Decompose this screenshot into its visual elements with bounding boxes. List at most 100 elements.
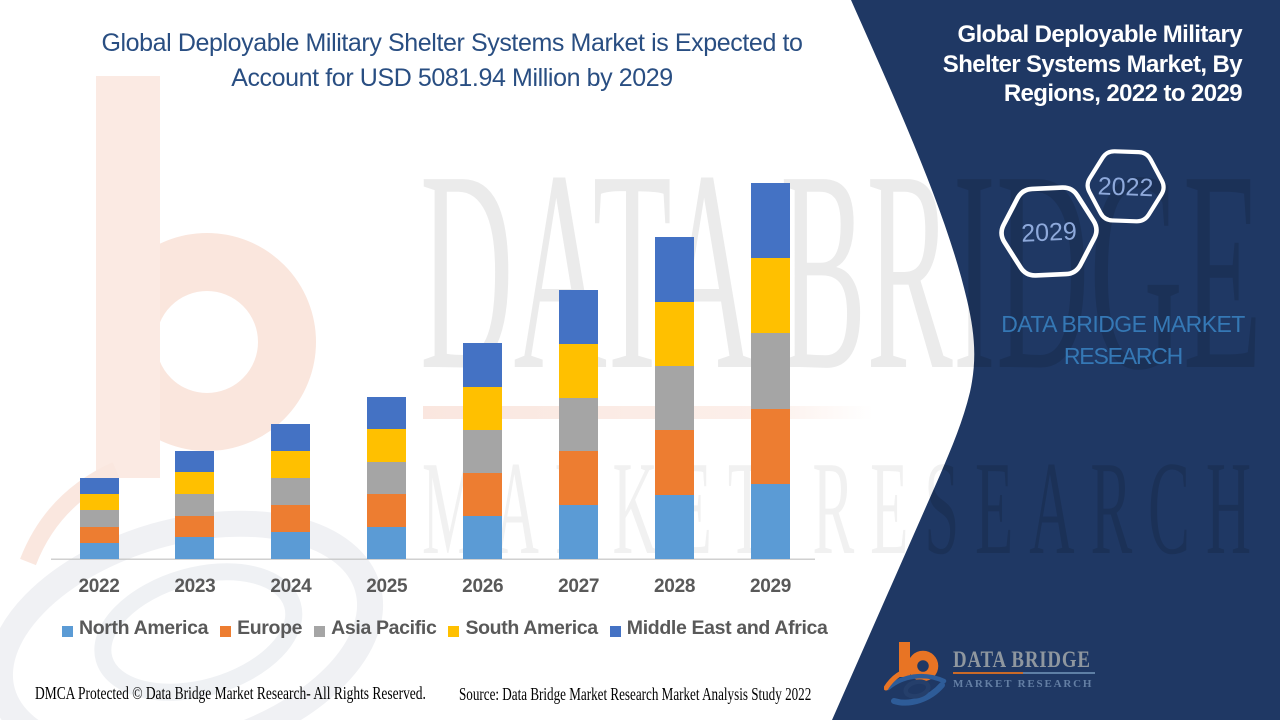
panel-title: Global Deployable Military Shelter Syste… [912, 20, 1243, 109]
bar-segment-2026-asia-pacific [463, 429, 503, 473]
bar-segment-2022-asia-pacific [79, 510, 119, 527]
bar-segment-2025-south-america [367, 429, 407, 462]
bar-segment-2028-north-america [655, 494, 695, 559]
legend-label-middle-east-and-africa: Middle East and Africa [626, 617, 828, 639]
x-axis-label-2029: 2029 [749, 575, 792, 597]
bar-segment-2024-middle-east-and-africa [271, 424, 311, 452]
legend-swatch-south-america [448, 626, 460, 637]
bar-2025 [367, 396, 407, 559]
legend-swatch-europe [220, 626, 232, 637]
x-axis-line [51, 558, 815, 560]
panel-title-line2: Shelter Systems Market, By [942, 50, 1243, 78]
legend-item-europe: Europe [220, 616, 303, 640]
hexagon-2029-label: 2029 [1021, 217, 1078, 247]
panel-title-line3: Regions, 2022 to 2029 [1003, 80, 1243, 107]
bar-segment-2022-north-america [79, 542, 119, 559]
bar-2023 [175, 450, 215, 559]
legend-label-asia-pacific: Asia Pacific [331, 617, 437, 639]
watermark-swirl [0, 510, 384, 720]
legend-item-north-america: North America [62, 616, 208, 640]
legend-item-asia-pacific: Asia Pacific [314, 616, 437, 640]
dbmr-logo-underline-slate [1023, 671, 1095, 674]
bar-segment-2025-europe [367, 494, 407, 527]
brand-wordmark: DATA BRIDGE MARKET RESEARCH [963, 308, 1280, 372]
bar-segment-2026-europe [463, 472, 503, 516]
bar-segment-2029-middle-east-and-africa [751, 182, 790, 259]
bar-segment-2025-north-america [367, 526, 407, 559]
bar-segment-2022-south-america [79, 494, 119, 511]
chart-title-line2: Account for USD 5081.94 Million by 2029 [231, 64, 673, 92]
brand-wordmark-line1: DATA BRIDGE MARKET [1001, 311, 1245, 337]
bar-2022 [79, 477, 119, 559]
bar-segment-2029-europe [751, 408, 790, 484]
bar-segment-2023-asia-pacific [175, 493, 215, 516]
bar-segment-2025-asia-pacific [367, 461, 407, 495]
bar-segment-2023-europe [175, 515, 215, 538]
hexagon-badges: 2029 2022 [999, 149, 1166, 278]
legend-label-north-america: North America [79, 617, 209, 639]
x-axis-label-2025: 2025 [366, 575, 408, 597]
bar-segment-2026-north-america [463, 515, 503, 559]
chart-legend: North America Europe Asia Pacific South Ame… [62, 616, 828, 640]
watermark-b-logo [20, 76, 316, 566]
dbmr-logo-subtitle: MARKET RESEARCH [953, 677, 1094, 690]
bar-segment-2023-middle-east-and-africa [175, 450, 215, 473]
x-axis-label-2022: 2022 [78, 575, 120, 597]
bar-segment-2027-south-america [559, 343, 599, 398]
bar-segment-2027-europe [559, 451, 599, 506]
hexagon-2022: 2022 [1085, 149, 1166, 224]
bar-segment-2027-middle-east-and-africa [559, 290, 599, 344]
navy-panel [832, 0, 1280, 720]
bar-segment-2028-south-america [655, 301, 695, 366]
bar-segment-2023-south-america [175, 472, 215, 494]
hexagon-2029: 2029 [999, 185, 1099, 278]
bar-segment-2024-asia-pacific [271, 478, 311, 506]
bar-segment-2028-middle-east-and-africa [655, 237, 695, 302]
bar-2027 [559, 290, 599, 559]
x-axis-label-2024: 2024 [270, 575, 312, 597]
bar-2026 [463, 343, 503, 559]
bar-segment-2027-asia-pacific [559, 397, 599, 452]
dbmr-logo: DATA BRIDGE MARKET RESEARCH [883, 636, 1104, 706]
dbmr-logo-name: DATA BRIDGE [953, 647, 1091, 672]
dbmr-logo-underline-orange [953, 671, 1023, 674]
bar-segment-2023-north-america [175, 537, 215, 559]
legend-label-europe: Europe [237, 617, 303, 639]
brand-wordmark-line2: RESEARCH [1063, 343, 1183, 369]
chart-title-line1: Global Deployable Military Shelter Syste… [101, 29, 803, 57]
bar-segment-2022-europe [79, 526, 119, 543]
bar-segment-2024-europe [271, 505, 311, 533]
legend-swatch-asia-pacific [314, 626, 326, 637]
legend-item-south-america: South America [448, 616, 598, 640]
x-axis-label-2026: 2026 [462, 575, 504, 597]
legend-item-middle-east-and-africa: Middle East and Africa [609, 616, 828, 640]
bar-segment-2022-middle-east-and-africa [79, 477, 119, 495]
x-axis-label-2028: 2028 [654, 575, 696, 597]
dbmr-logo-icon [883, 642, 947, 706]
bar-2028 [655, 237, 695, 559]
legend-swatch-north-america [62, 626, 73, 637]
bar-segment-2025-middle-east-and-africa [367, 396, 407, 430]
bar-segment-2026-south-america [463, 386, 503, 430]
bar-segment-2024-south-america [271, 451, 311, 479]
bar-2024 [271, 424, 311, 559]
bar-segment-2029-south-america [751, 258, 790, 334]
bar-segment-2029-asia-pacific [751, 333, 790, 409]
dmca-notice: DMCA Protected © Data Bridge Market Rese… [35, 683, 426, 703]
bar-segment-2028-europe [655, 430, 695, 495]
panel-title-line1: Global Deployable Military [957, 21, 1243, 48]
chart-title: Global Deployable Military Shelter Syste… [72, 26, 832, 96]
legend-label-south-america: South America [465, 617, 598, 639]
source-note: Source: Data Bridge Market Research Mark… [459, 684, 812, 704]
legend-swatch-middle-east-and-africa [609, 626, 621, 637]
x-axis-label-2027: 2027 [558, 575, 600, 597]
bar-segment-2028-asia-pacific [655, 365, 695, 431]
bar-2029 [751, 182, 790, 559]
bar-segment-2029-north-america [751, 483, 790, 559]
bar-segment-2026-middle-east-and-africa [463, 343, 503, 387]
hexagon-2022-label: 2022 [1097, 172, 1154, 202]
bar-segment-2027-north-america [559, 505, 599, 559]
